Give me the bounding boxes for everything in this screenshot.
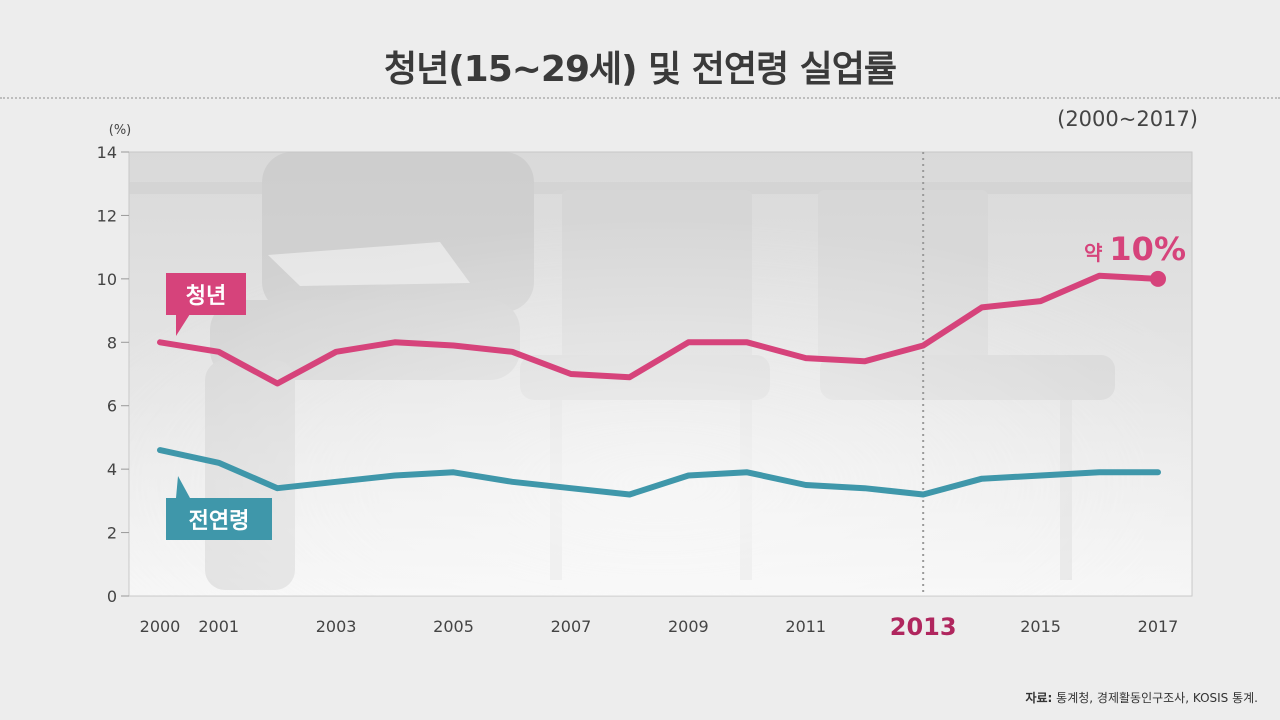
series-label-box-youth <box>166 273 246 315</box>
chart-title: 청년(15~29세) 및 전연령 실업률 <box>383 49 897 90</box>
source-label: 자료: <box>1025 691 1053 705</box>
y-tick-label: 4 <box>107 460 117 479</box>
x-tick-label: 2009 <box>668 617 709 636</box>
y-tick-label: 14 <box>97 143 117 162</box>
x-tick-label: 2000 <box>140 617 181 636</box>
endpoint-annotation: 약 10% <box>1084 230 1186 268</box>
annotation-prefix: 약 <box>1084 241 1109 265</box>
title-divider <box>0 97 1280 99</box>
x-tick-label: 2017 <box>1138 617 1179 636</box>
x-tick-label: 2001 <box>198 617 239 636</box>
x-tick-label: 2007 <box>551 617 592 636</box>
x-tick-label: 2005 <box>433 617 474 636</box>
y-tick-label: 2 <box>107 524 117 543</box>
series-label-youth: 청년 <box>186 284 226 309</box>
background-photo-silhouette <box>129 152 1192 596</box>
x-tick-label: 2003 <box>316 617 357 636</box>
y-tick-label: 12 <box>97 206 117 225</box>
x-tick-label: 2011 <box>785 617 826 636</box>
series-label-box-all-ages <box>166 498 272 540</box>
y-axis-unit: (%) <box>109 123 132 138</box>
y-tick-label: 0 <box>107 587 117 606</box>
series-line-청년 <box>157 272 1161 387</box>
source-note: 자료: 통계청, 경제활동인구조사, KOSIS 통계. <box>1025 689 1258 706</box>
y-tick-label: 6 <box>107 397 117 416</box>
series-label-tail-youth <box>176 314 190 336</box>
series-label-all-ages: 전연령 <box>189 509 250 534</box>
x-tick-label: 2015 <box>1020 617 1061 636</box>
chart-period: (2000~2017) <box>1057 107 1198 131</box>
endpoint-marker <box>1150 270 1166 287</box>
y-tick-label: 8 <box>107 333 117 352</box>
annotation-value: 10% <box>1109 230 1186 268</box>
y-tick-label: 10 <box>97 270 117 289</box>
x-tick-label-highlight: 2013 <box>890 613 957 641</box>
series-line-전연령 <box>157 447 1161 498</box>
series-label-tail-all-ages <box>176 476 190 498</box>
source-text: 통계청, 경제활동인구조사, KOSIS 통계. <box>1056 691 1258 705</box>
